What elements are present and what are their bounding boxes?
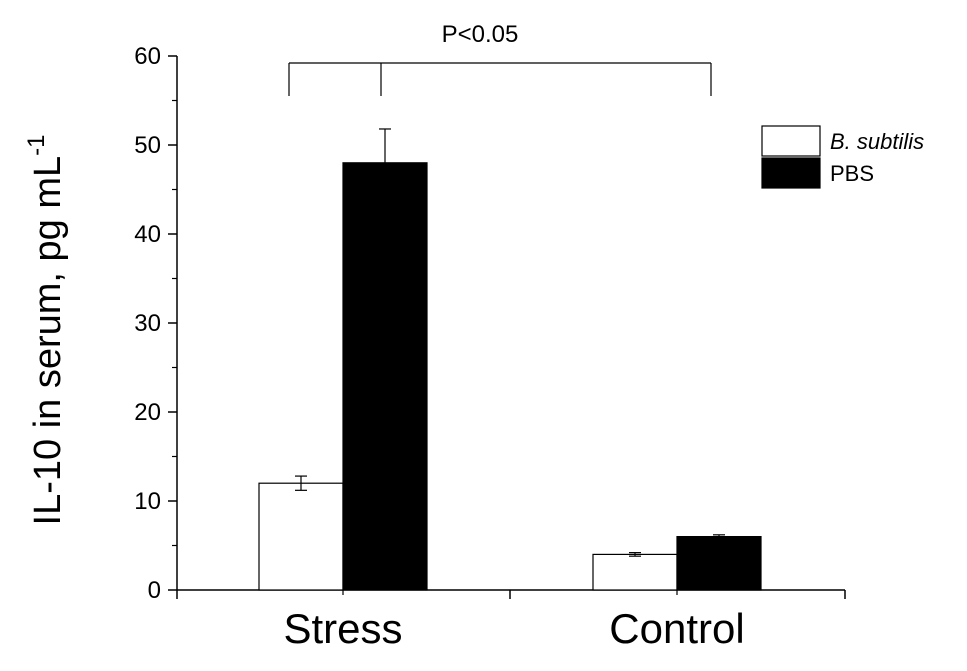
y-tick-label: 20 [134,399,161,426]
bar-control-bsubtilis [592,553,678,591]
y-tick-label: 40 [134,221,161,248]
bars [258,162,762,591]
tick-labels: 0 10 20 30 40 50 60 [134,43,161,604]
bar-control-pbs [676,535,762,591]
y-tick-label: 30 [134,310,161,337]
category-label-control: Control [609,605,744,652]
bar-stress-bsubtilis [258,482,344,591]
y-tick-label: 50 [134,132,161,159]
y-axis-title: IL-10 in serum, pg mL-1 [23,135,69,526]
y-tick-label: 60 [134,43,161,70]
legend-swatch-bsubtilis [761,125,821,157]
error-bars [295,128,725,557]
y-tick-label: 10 [134,488,161,515]
significance-annotation: P<0.05 [288,21,712,96]
significance-label: P<0.05 [442,21,519,48]
bar-stress-pbs [342,162,428,591]
legend-label-pbs: PBS [830,161,874,186]
y-axis-title-text: IL-10 in serum, pg mL [27,156,69,526]
category-labels: Stress Control [283,605,744,652]
y-tick-label: 0 [148,577,161,604]
category-label-stress: Stress [283,605,402,652]
y-axis-title-superscript: -1 [23,135,50,156]
legend-label-bsubtilis: B. subtilis [830,129,924,154]
legend: B. subtilis PBS [761,125,924,189]
legend-swatch-pbs [761,157,821,189]
